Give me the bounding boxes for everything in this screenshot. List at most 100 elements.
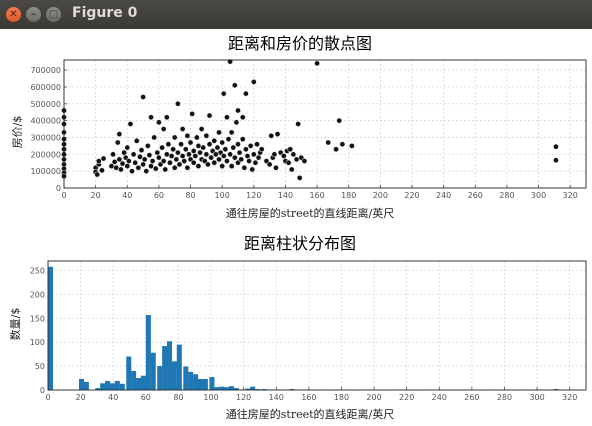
histogram-ytick-label: 200 (30, 290, 45, 299)
histogram-bar (202, 379, 208, 390)
scatter-point (116, 131, 123, 138)
scatter-point (192, 153, 199, 159)
maximize-button[interactable]: □ (46, 7, 61, 22)
scatter-point (339, 141, 346, 148)
histogram-bar (193, 374, 199, 390)
scatter-point (301, 158, 308, 164)
scatter-point (250, 78, 257, 85)
histogram-bar (255, 389, 261, 390)
scatter-point (211, 159, 218, 166)
scatter-point (152, 165, 159, 172)
scatter-point (171, 164, 178, 171)
scatter-point (182, 146, 189, 153)
scatter-axes: 0 20 40 60 80 100 120 140 160 180 200 220 240 260 280 3… (30, 58, 587, 200)
scatter-point (220, 90, 227, 97)
scatter-ytick-label: 300000 (30, 133, 61, 142)
scatter-point (184, 132, 191, 139)
scatter-point (127, 121, 134, 127)
scatter-xtick-label: 240 (436, 191, 451, 200)
scatter-point (143, 168, 150, 175)
scatter-point (178, 141, 184, 148)
scatter-point (167, 159, 173, 166)
scatter-point (100, 155, 107, 162)
scatter-point (168, 153, 175, 159)
scatter-point (219, 163, 226, 170)
scatter-point (244, 153, 251, 159)
scatter-point (94, 171, 101, 178)
histogram-bar (126, 356, 132, 390)
scatter-point (222, 146, 229, 153)
scatter-xtick-label: 300 (531, 191, 546, 200)
scatter-point (116, 156, 123, 163)
scatter-xtick-label: 40 (122, 191, 132, 200)
scatter-xtick-label: 80 (185, 191, 195, 200)
histogram-bar (250, 386, 256, 390)
scatter-point (236, 149, 243, 156)
scatter-xtick-label: 0 (61, 191, 66, 200)
scatter-point (160, 126, 167, 132)
scatter-xtick-label: 220 (404, 191, 419, 200)
scatter-xtick-label: 200 (373, 191, 388, 200)
scatter-point (247, 142, 254, 149)
histogram-bar (48, 266, 54, 390)
scatter-point (118, 166, 124, 173)
histogram-bar (171, 361, 177, 390)
scatter-point (235, 141, 241, 148)
histogram-bar (109, 383, 115, 390)
scatter-point (181, 158, 188, 164)
histogram-xtick-label: 260 (464, 393, 479, 402)
scatter-point (553, 143, 559, 150)
scatter-point (203, 151, 210, 158)
scatter-point (255, 154, 262, 161)
scatter-xtick-label: 140 (278, 191, 293, 200)
scatter-point (200, 144, 207, 151)
figure-canvas: 距离和房价的散点图 0 20 40 60 80 100 120 140 160 180 200 220… (9, 34, 587, 421)
scatter-point (125, 158, 132, 164)
scatter-point (233, 119, 240, 126)
histogram-bar (167, 341, 173, 390)
scatter-ytick-label: 0 (56, 184, 61, 193)
histogram-bar (131, 370, 137, 390)
scatter-point (288, 166, 295, 173)
histogram-bar (183, 366, 189, 390)
minimize-button[interactable]: – (26, 7, 41, 22)
scatter-point (246, 158, 252, 164)
histogram-axes: 0 20 40 60 80 100 120 140 160 180 200 220 240 260 280 3… (30, 260, 587, 402)
scatter-point (174, 100, 181, 107)
scatter-point (144, 142, 151, 149)
histogram-bar (95, 388, 101, 390)
scatter-point (336, 117, 343, 124)
scatter-point (135, 164, 142, 171)
scatter-point (148, 163, 154, 170)
scatter-point (129, 168, 135, 175)
scatter-ytick-label: 600000 (30, 83, 61, 92)
histogram-xtick-label: 300 (529, 393, 544, 402)
scatter-point (348, 142, 355, 149)
scatter-point (238, 156, 245, 163)
histogram-bar (224, 387, 230, 390)
scatter-point (193, 134, 200, 141)
scatter-point (173, 156, 180, 163)
scatter-point (187, 139, 194, 146)
histogram-xtick-label: 100 (203, 393, 218, 402)
scatter-point (186, 151, 192, 158)
scatter-point (239, 114, 246, 121)
scatter-point (124, 144, 131, 151)
scatter-point (137, 153, 143, 160)
histogram-bar (114, 380, 120, 390)
scatter-point (151, 134, 158, 141)
histogram-xlabel: 通往房屋的street的直线距离/英尺 (226, 407, 394, 421)
scatter-point (179, 126, 186, 132)
scatter-point (208, 154, 215, 161)
window-title: Figure 0 (72, 5, 138, 21)
scatter-point (195, 163, 202, 170)
close-button[interactable]: ✕ (6, 7, 21, 22)
scatter-point (184, 164, 191, 171)
scatter-point (195, 142, 202, 149)
histogram-bar (136, 378, 142, 390)
scatter-point (99, 167, 105, 174)
scatter-point (235, 107, 241, 114)
histogram-bar (105, 380, 111, 390)
scatter-point (179, 153, 186, 159)
histogram-bar (119, 383, 125, 390)
